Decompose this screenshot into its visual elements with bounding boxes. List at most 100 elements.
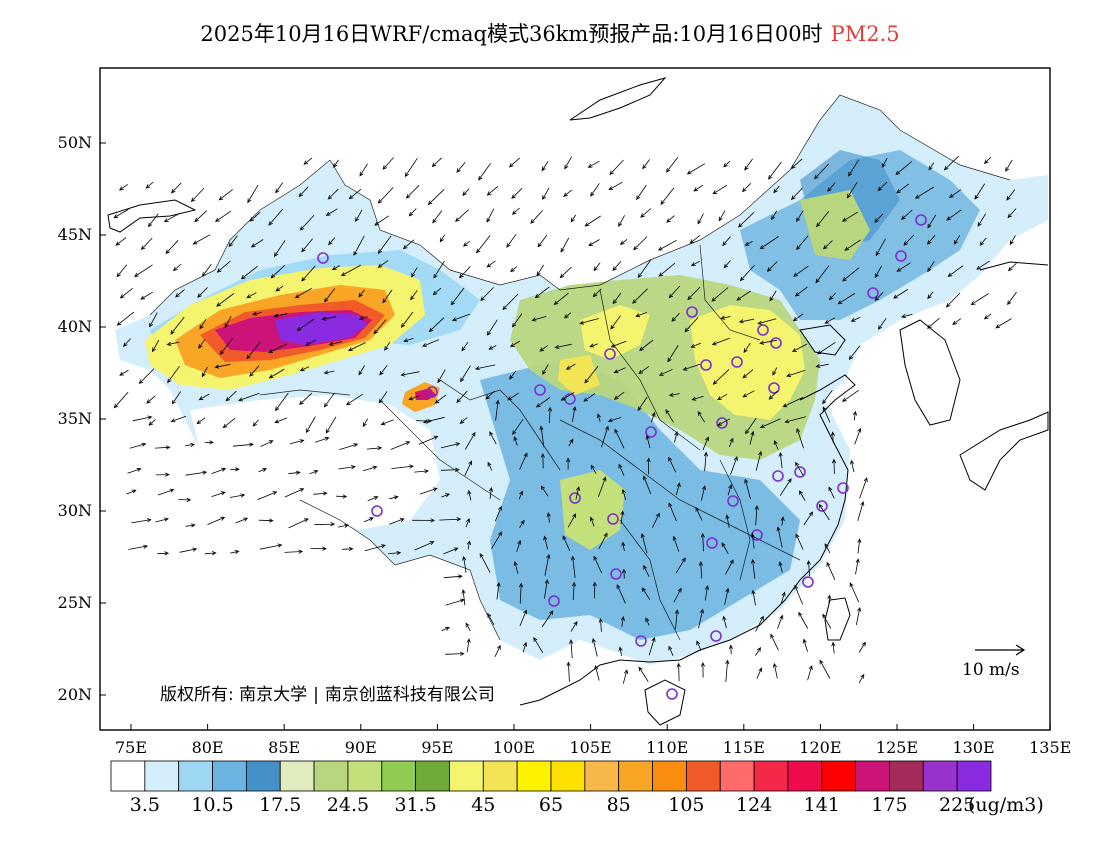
wind-arrow <box>310 546 327 551</box>
wind-arrow <box>622 568 627 579</box>
wind-arrow <box>773 440 779 450</box>
wind-arrow <box>695 506 703 521</box>
wind-arrow <box>697 411 705 423</box>
wind-arrow <box>571 581 577 600</box>
wind-arrow <box>607 417 622 423</box>
wind-arrow <box>1009 235 1016 246</box>
wind-arrow <box>850 459 855 473</box>
wind-arrow <box>645 617 650 626</box>
wind-arrow <box>711 337 730 346</box>
wind-arrow <box>818 503 830 521</box>
wind-arrow <box>700 661 706 678</box>
wind-arrow <box>323 370 335 375</box>
wind-arrow <box>927 291 934 300</box>
wind-arrow <box>163 213 180 223</box>
wind-arrow <box>795 461 804 476</box>
wind-arrow <box>418 435 439 445</box>
wind-arrow <box>537 234 548 248</box>
wind-arrow <box>703 451 708 472</box>
wind-arrow <box>725 659 730 683</box>
wind-arrow <box>637 259 652 279</box>
wind-arrow <box>321 316 337 321</box>
wind-arrow <box>846 182 858 199</box>
wind-arrow <box>339 443 359 450</box>
wind-vectors <box>113 155 1017 684</box>
wind-arrow <box>874 213 884 223</box>
wind-arrow <box>638 366 650 375</box>
wind-arrow <box>943 155 959 171</box>
wind-arrow <box>299 215 315 231</box>
wind-arrow <box>562 535 571 551</box>
wind-arrow <box>489 431 497 445</box>
wind-arrow <box>657 239 677 251</box>
wind-arrow <box>373 319 387 335</box>
wind-arrow <box>216 260 231 273</box>
legend-tick: 85 <box>606 794 631 816</box>
wind-arrow <box>947 265 964 277</box>
wind-arrow <box>152 340 160 353</box>
copyright-prefix: 版权所有: <box>160 685 234 705</box>
wind-arrow <box>796 427 804 449</box>
wind-arrow <box>390 441 411 450</box>
wind-arrow <box>722 236 731 247</box>
wind-arrow <box>348 188 362 200</box>
wind-arrow <box>569 639 574 659</box>
lon-label: 115E <box>722 738 765 757</box>
wind-arrow <box>850 316 861 322</box>
wind-arrow <box>668 645 674 656</box>
wind-arrow <box>214 210 232 222</box>
wind-arrow <box>284 549 304 554</box>
wind-arrow <box>441 626 450 632</box>
wind-arrow <box>147 213 159 228</box>
wind-arrow <box>257 491 278 501</box>
wind-arrow <box>751 589 756 606</box>
wind-arrow <box>201 263 212 277</box>
wind-arrow <box>443 574 463 579</box>
wind-arrow <box>790 158 803 170</box>
wind-arrow <box>323 392 336 408</box>
wind-arrow <box>459 266 471 279</box>
wind-arrow <box>854 427 862 445</box>
wind-arrow <box>782 397 804 408</box>
legend-swatch <box>685 760 721 792</box>
wind-arrow <box>362 418 369 428</box>
wind-arrow <box>728 437 734 448</box>
wind-arrow <box>366 446 383 451</box>
wind-arrow <box>755 647 762 656</box>
wind-arrow <box>127 467 142 474</box>
wind-arrow <box>461 588 466 606</box>
wind-arrow <box>841 211 858 222</box>
wind-arrow <box>190 187 205 203</box>
wind-arrow <box>640 533 648 554</box>
wind-arrow <box>328 341 342 346</box>
wind-arrow <box>225 390 237 402</box>
wind-arrow <box>443 547 459 555</box>
wind-arrow <box>408 395 420 401</box>
lat-label: 20N <box>57 685 92 704</box>
wind-arrow <box>589 343 598 348</box>
wind-arrow <box>952 318 962 325</box>
legend-swatch <box>178 760 213 792</box>
legend-swatch <box>110 760 146 792</box>
wind-arrow <box>583 393 596 402</box>
wind-arrow <box>822 613 832 629</box>
wind-arrow <box>542 364 549 375</box>
wind-arrow <box>219 338 233 356</box>
wind-arrow <box>534 286 550 299</box>
wind-arrow <box>462 188 470 196</box>
wind-arrow <box>170 415 187 423</box>
wind-arrow <box>314 436 330 443</box>
wind-arrow <box>299 392 313 406</box>
wind-arrow <box>303 157 313 165</box>
wind-arrow <box>289 439 305 445</box>
wind-arrow <box>506 233 517 248</box>
wind-arrow <box>519 452 528 470</box>
wind-arrow <box>848 345 861 361</box>
copyright-note: 版权所有: 南京大学 | 南京创蓝科技有限公司 <box>160 680 495 705</box>
wind-arrow <box>519 519 525 529</box>
wind-arrow <box>341 546 354 552</box>
wind-arrow <box>522 641 528 653</box>
legend-tick: 17.5 <box>259 794 302 816</box>
wind-arrow <box>563 189 572 197</box>
lon-label: 85E <box>268 738 301 757</box>
